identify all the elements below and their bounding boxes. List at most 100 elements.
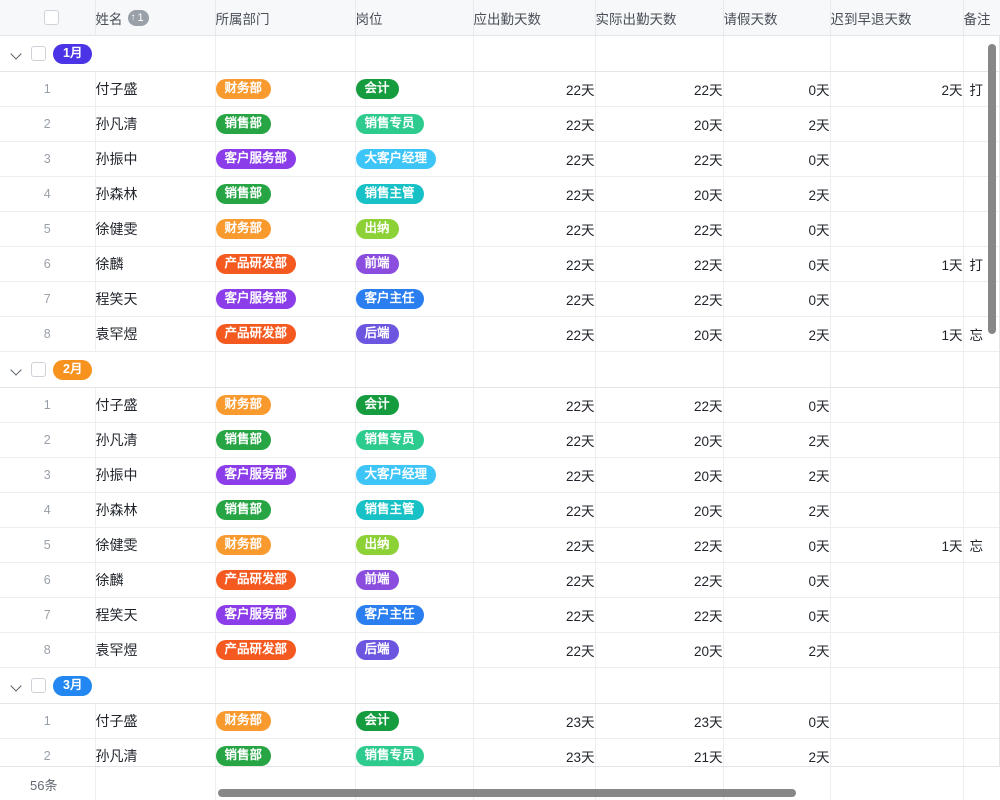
table-row[interactable]: 3 孙振中 客户服务部 大客户经理 22天 22天 0天 bbox=[0, 141, 1000, 177]
cell-note[interactable] bbox=[963, 492, 1000, 528]
cell-late-days[interactable] bbox=[830, 106, 964, 142]
cell-expected-days[interactable]: 22天 bbox=[473, 527, 596, 563]
cell-name[interactable]: 徐麟 bbox=[95, 246, 216, 282]
cell-late-days[interactable]: 1天 bbox=[830, 527, 964, 563]
cell-expected-days[interactable]: 23天 bbox=[473, 703, 596, 739]
cell-actual-days[interactable]: 22天 bbox=[595, 597, 724, 633]
table-body-viewport[interactable]: 1月 1 付子盛 财务部 会计 22天 22天 0天 2天打 2 孙凡清 销售部 销售专员 22天 20天 2… bbox=[0, 36, 1000, 766]
cell-name[interactable]: 袁罕煜 bbox=[95, 632, 216, 668]
cell-late-days[interactable] bbox=[830, 176, 964, 212]
select-all-checkbox-wrap[interactable] bbox=[0, 0, 94, 35]
cell-position[interactable]: 销售专员 bbox=[355, 106, 474, 142]
cell-actual-days[interactable]: 20天 bbox=[595, 106, 724, 142]
cell-expected-days[interactable]: 22天 bbox=[473, 176, 596, 212]
cell-department[interactable]: 财务部 bbox=[215, 387, 356, 423]
cell-expected-days[interactable]: 22天 bbox=[473, 492, 596, 528]
cell-actual-days[interactable]: 20天 bbox=[595, 176, 724, 212]
cell-note[interactable] bbox=[963, 387, 1000, 423]
table-row[interactable]: 3 孙振中 客户服务部 大客户经理 22天 20天 2天 bbox=[0, 457, 1000, 493]
table-row[interactable]: 2 孙凡清 销售部 销售专员 22天 20天 2天 bbox=[0, 422, 1000, 458]
cell-late-days[interactable]: 1天 bbox=[830, 316, 964, 352]
cell-expected-days[interactable]: 22天 bbox=[473, 457, 596, 493]
cell-department[interactable]: 客户服务部 bbox=[215, 141, 356, 177]
cell-position[interactable]: 后端 bbox=[355, 632, 474, 668]
cell-actual-days[interactable]: 21天 bbox=[595, 738, 724, 766]
cell-department[interactable]: 产品研发部 bbox=[215, 316, 356, 352]
cell-department[interactable]: 销售部 bbox=[215, 106, 356, 142]
group-header-label-cell[interactable]: 1月 bbox=[0, 36, 216, 72]
row-index-cell[interactable]: 1 bbox=[0, 71, 96, 107]
cell-late-days[interactable] bbox=[830, 562, 964, 598]
cell-name[interactable]: 付子盛 bbox=[95, 387, 216, 423]
chevron-down-icon[interactable] bbox=[10, 363, 24, 377]
column-header-idx[interactable] bbox=[0, 0, 96, 35]
row-index-cell[interactable]: 6 bbox=[0, 246, 96, 282]
row-index-cell[interactable]: 1 bbox=[0, 703, 96, 739]
row-index-cell[interactable]: 1 bbox=[0, 387, 96, 423]
column-header-leave[interactable]: 请假天数 bbox=[723, 0, 831, 35]
cell-position[interactable]: 出纳 bbox=[355, 527, 474, 563]
cell-late-days[interactable] bbox=[830, 211, 964, 247]
table-row[interactable]: 8 袁罕煜 产品研发部 后端 22天 20天 2天 1天忘 bbox=[0, 316, 1000, 352]
cell-leave-days[interactable]: 0天 bbox=[723, 527, 831, 563]
row-index-cell[interactable]: 3 bbox=[0, 457, 96, 493]
table-row[interactable]: 5 徐健雯 财务部 出纳 22天 22天 0天 bbox=[0, 211, 1000, 247]
cell-name[interactable]: 付子盛 bbox=[95, 71, 216, 107]
vertical-scrollbar-thumb[interactable] bbox=[988, 44, 996, 334]
cell-late-days[interactable] bbox=[830, 422, 964, 458]
cell-name[interactable]: 孙凡清 bbox=[95, 738, 216, 766]
cell-name[interactable]: 徐麟 bbox=[95, 562, 216, 598]
cell-leave-days[interactable]: 0天 bbox=[723, 71, 831, 107]
table-row[interactable]: 6 徐麟 产品研发部 前端 22天 22天 0天 bbox=[0, 562, 1000, 598]
cell-note[interactable] bbox=[963, 597, 1000, 633]
cell-department[interactable]: 产品研发部 bbox=[215, 246, 356, 282]
cell-position[interactable]: 销售专员 bbox=[355, 738, 474, 766]
cell-note[interactable] bbox=[963, 632, 1000, 668]
cell-name[interactable]: 孙振中 bbox=[95, 457, 216, 493]
cell-note[interactable] bbox=[963, 457, 1000, 493]
cell-position[interactable]: 会计 bbox=[355, 71, 474, 107]
cell-position[interactable]: 销售主管 bbox=[355, 176, 474, 212]
column-header-note[interactable]: 备注 bbox=[963, 0, 1000, 35]
cell-position[interactable]: 销售主管 bbox=[355, 492, 474, 528]
cell-expected-days[interactable]: 22天 bbox=[473, 387, 596, 423]
cell-late-days[interactable] bbox=[830, 703, 964, 739]
cell-late-days[interactable] bbox=[830, 141, 964, 177]
row-index-cell[interactable]: 8 bbox=[0, 316, 96, 352]
row-index-cell[interactable]: 6 bbox=[0, 562, 96, 598]
table-row[interactable]: 8 袁罕煜 产品研发部 后端 22天 20天 2天 bbox=[0, 632, 1000, 668]
table-row[interactable]: 4 孙森林 销售部 销售主管 22天 20天 2天 bbox=[0, 176, 1000, 212]
group-header-row[interactable]: 3月 bbox=[0, 667, 1000, 704]
cell-position[interactable]: 大客户经理 bbox=[355, 141, 474, 177]
cell-department[interactable]: 财务部 bbox=[215, 211, 356, 247]
cell-late-days[interactable] bbox=[830, 492, 964, 528]
cell-late-days[interactable]: 1天 bbox=[830, 246, 964, 282]
cell-expected-days[interactable]: 22天 bbox=[473, 632, 596, 668]
table-row[interactable]: 1 付子盛 财务部 会计 23天 23天 0天 bbox=[0, 703, 1000, 739]
cell-department[interactable]: 销售部 bbox=[215, 492, 356, 528]
cell-actual-days[interactable]: 22天 bbox=[595, 562, 724, 598]
cell-name[interactable]: 程笑天 bbox=[95, 281, 216, 317]
row-index-cell[interactable]: 5 bbox=[0, 211, 96, 247]
row-index-cell[interactable]: 7 bbox=[0, 597, 96, 633]
cell-leave-days[interactable]: 0天 bbox=[723, 597, 831, 633]
column-header-act[interactable]: 实际出勤天数 bbox=[595, 0, 724, 35]
cell-department[interactable]: 客户服务部 bbox=[215, 281, 356, 317]
column-header-name[interactable]: 姓名 ↑ 1 bbox=[95, 0, 216, 35]
cell-position[interactable]: 销售专员 bbox=[355, 422, 474, 458]
cell-expected-days[interactable]: 22天 bbox=[473, 211, 596, 247]
cell-position[interactable]: 客户主任 bbox=[355, 281, 474, 317]
cell-name[interactable]: 孙森林 bbox=[95, 492, 216, 528]
cell-expected-days[interactable]: 22天 bbox=[473, 106, 596, 142]
group-select-checkbox[interactable] bbox=[31, 678, 46, 693]
cell-note[interactable] bbox=[963, 703, 1000, 739]
group-header-label-cell[interactable]: 2月 bbox=[0, 351, 216, 388]
table-row[interactable]: 6 徐麟 产品研发部 前端 22天 22天 0天 1天打 bbox=[0, 246, 1000, 282]
cell-leave-days[interactable]: 2天 bbox=[723, 106, 831, 142]
table-row[interactable]: 1 付子盛 财务部 会计 22天 22天 0天 2天打 bbox=[0, 71, 1000, 107]
row-index-cell[interactable]: 7 bbox=[0, 281, 96, 317]
group-select-checkbox[interactable] bbox=[31, 46, 46, 61]
cell-actual-days[interactable]: 22天 bbox=[595, 387, 724, 423]
cell-actual-days[interactable]: 20天 bbox=[595, 457, 724, 493]
cell-position[interactable]: 出纳 bbox=[355, 211, 474, 247]
